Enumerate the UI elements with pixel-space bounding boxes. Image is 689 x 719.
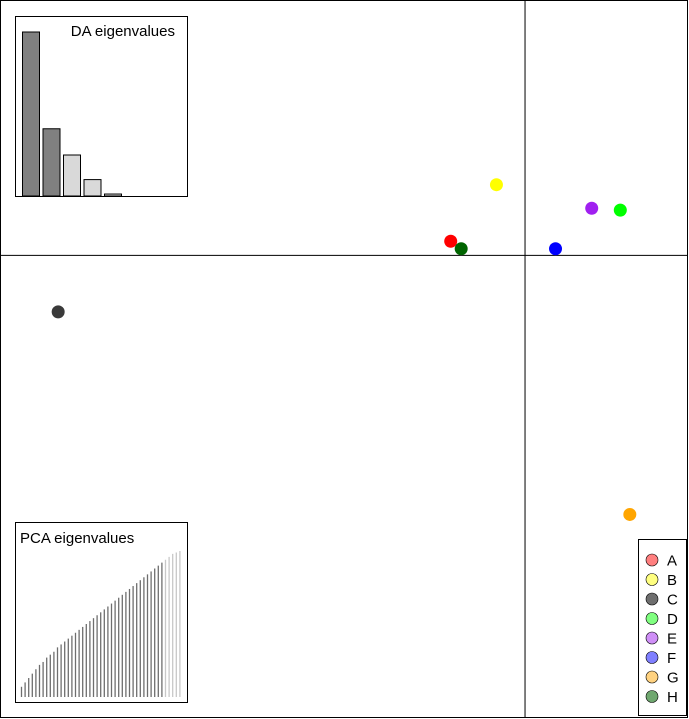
da-bar xyxy=(63,154,81,197)
legend-label-c: C xyxy=(667,592,678,609)
point-f xyxy=(549,242,563,256)
da-bar xyxy=(83,179,102,197)
legend-box xyxy=(638,539,687,716)
legend-label-b: B xyxy=(667,572,677,589)
legend-swatch-a xyxy=(645,553,659,567)
legend-swatch-f xyxy=(645,651,659,664)
da-bar xyxy=(104,193,122,197)
point-c xyxy=(51,305,65,319)
da-eigenvalue-bars xyxy=(22,31,122,197)
legend-label-f: F xyxy=(667,650,676,667)
da-eigenvalues-title: DA eigenvalues xyxy=(71,23,175,40)
da-bar xyxy=(22,31,40,197)
legend-label-h: H xyxy=(667,689,678,706)
legend-swatch-h xyxy=(645,690,659,703)
point-h xyxy=(454,242,468,256)
legend-swatch-g xyxy=(645,670,659,684)
da-bar xyxy=(42,128,61,197)
legend-swatch-d xyxy=(645,612,659,625)
legend-swatch-c xyxy=(645,592,659,606)
pca-eigenvalues-inset: PCA eigenvalues xyxy=(15,522,188,703)
point-a xyxy=(444,234,458,248)
point-d xyxy=(613,203,627,217)
da-eigenvalues-inset: DA eigenvalues xyxy=(15,16,188,197)
pca-eigenvalue-bars xyxy=(20,551,181,697)
point-g xyxy=(623,507,637,521)
scatter-points xyxy=(51,178,637,521)
da-inset-frame xyxy=(15,16,188,197)
legend-label-g: G xyxy=(667,670,679,687)
legend-label-d: D xyxy=(667,611,678,628)
point-e xyxy=(585,201,599,215)
legend-label-a: A xyxy=(667,553,677,570)
pca-eigenvalues-title: PCA eigenvalues xyxy=(20,530,134,547)
point-b xyxy=(489,178,503,192)
legend-swatch-e xyxy=(645,631,659,645)
legend-label-e: E xyxy=(667,631,677,648)
legend-swatch-b xyxy=(645,573,659,586)
